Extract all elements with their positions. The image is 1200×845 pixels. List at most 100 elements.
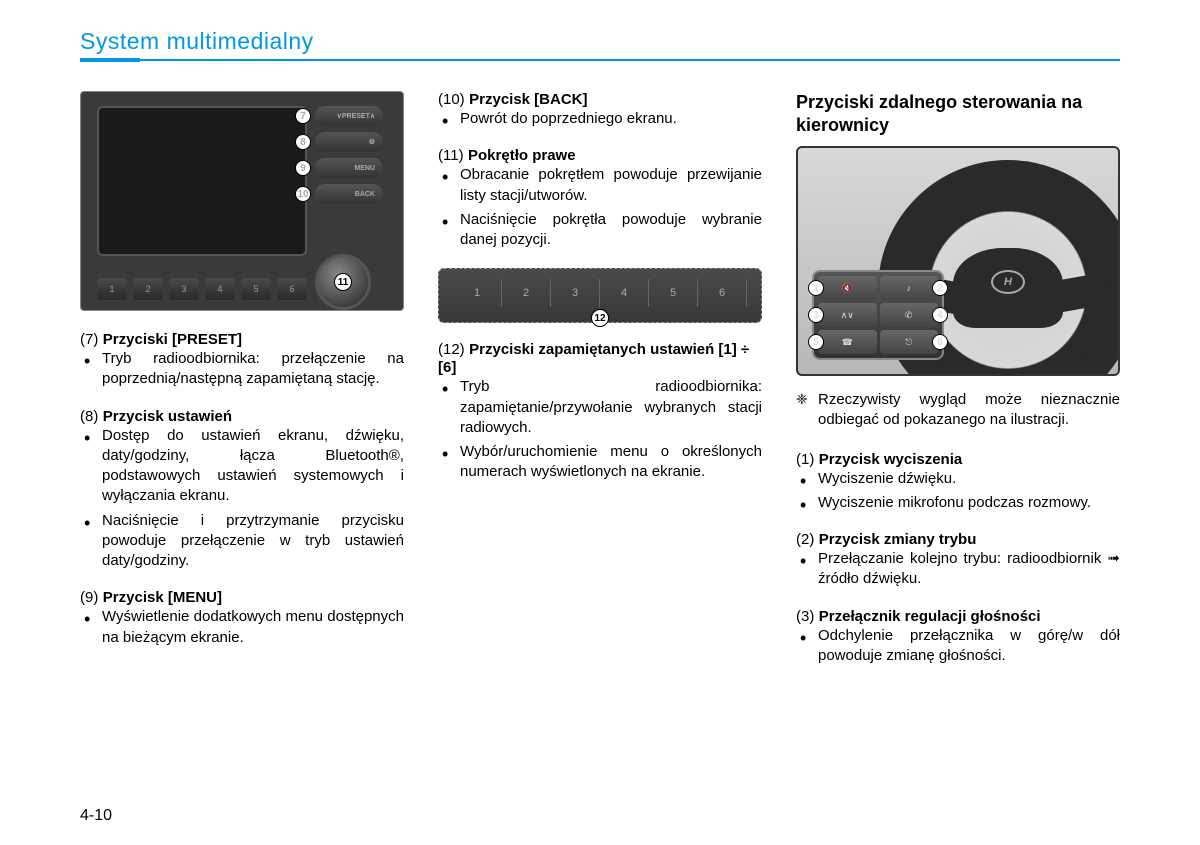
column-3: Przyciski zdalnego sterowania na kierown…: [796, 91, 1120, 676]
marker-11: 11: [334, 273, 352, 291]
mute-icon: 🔇: [842, 283, 853, 294]
section-11-title: Pokrętło prawe: [468, 147, 576, 164]
radio-screen: [97, 106, 307, 256]
list-item: Wyświetlenie dodatkowych menu dostępnych…: [102, 607, 404, 648]
num-btn-4: 4: [205, 278, 235, 300]
list-item: Odchylenie przełącznika w górę/w dół pow…: [818, 626, 1120, 667]
preset-slot: 2: [502, 279, 551, 307]
section-8-num: (8): [80, 408, 98, 425]
section-8-list: Dostęp do ustawień ekranu, dźwięku, daty…: [80, 426, 404, 572]
section-3-num: (3): [796, 608, 814, 625]
preset-bar-illustration: 1 2 3 4 5 6 12: [438, 268, 762, 323]
marker-3: 3: [808, 307, 824, 323]
section-9-head: (9) Przycisk [MENU]: [80, 589, 404, 607]
steering-heading: Przyciski zdalnego sterowania na kierown…: [796, 91, 1120, 136]
updown-icon: ∧∨: [841, 310, 854, 321]
section-10-list: Powrót do poprzedniego ekranu.: [438, 109, 762, 129]
marker-8: 8: [295, 134, 311, 150]
content-columns: 7∨PRESET∧ 8⚙ 9MENU 10BACK 1 2 3 4 5 6 11…: [80, 91, 1120, 676]
right-knob: 11: [315, 254, 371, 310]
back-button: 10BACK: [315, 184, 383, 204]
column-1: 7∨PRESET∧ 8⚙ 9MENU 10BACK 1 2 3 4 5 6 11…: [80, 91, 404, 676]
page-number: 4-10: [80, 807, 112, 825]
section-3-list: Odchylenie przełącznika w górę/w dół pow…: [796, 626, 1120, 667]
num-btn-1: 1: [97, 278, 127, 300]
list-item: Przełączanie kolejno trybu: radioodbiorn…: [818, 549, 1120, 590]
list-item: Tryb radioodbiornika: przełączenie na po…: [102, 349, 404, 390]
section-3-head: (3) Przełącznik regulacji głośności: [796, 608, 1120, 626]
section-12-head: (12) Przyciski zapamiętanych ustawień [1…: [438, 341, 762, 377]
section-7-head: (7) Przyciski [PRESET]: [80, 331, 404, 349]
preset-slot: 3: [551, 279, 600, 307]
section-9-num: (9): [80, 589, 98, 606]
num-btn-6: 6: [277, 278, 307, 300]
section-2-num: (2): [796, 531, 814, 548]
section-12-num: (12): [438, 341, 465, 358]
radio-side-buttons: 7∨PRESET∧ 8⚙ 9MENU 10BACK: [315, 106, 383, 204]
section-11-list: Obracanie pokrętłem powoduje przewijanie…: [438, 165, 762, 250]
list-item: Tryb radioodbiornika: zapamiętanie/przyw…: [460, 377, 762, 438]
mode-button: 2♪: [880, 276, 939, 300]
menu-button: 9MENU: [315, 158, 383, 178]
list-item: Naciśnięcie pokrętła powoduje wybranie d…: [460, 210, 762, 251]
section-10-title: Przycisk [BACK]: [469, 91, 587, 108]
section-9-title: Przycisk [MENU]: [103, 589, 222, 606]
marker-5: 5: [808, 334, 824, 350]
list-item: Powrót do poprzedniego ekranu.: [460, 109, 762, 129]
section-10-num: (10): [438, 91, 465, 108]
list-item: Naciśnięcie i przytrzymanie przycisku po…: [102, 511, 404, 572]
column-2: (10) Przycisk [BACK] Powrót do poprzedni…: [438, 91, 762, 676]
preset-label: ∨PRESET∧: [337, 112, 375, 120]
hyundai-logo-icon: H: [991, 270, 1025, 294]
gear-icon: ⚙: [369, 138, 375, 146]
section-2-list: Przełączanie kolejno trybu: radioodbiorn…: [796, 549, 1120, 590]
call-button: 4✆: [880, 303, 939, 327]
wheel-control-panel: 1🔇 2♪ 3∧∨ 4✆ 5☎ 6⎋: [812, 270, 944, 360]
section-11-num: (11): [438, 147, 464, 164]
marker-12: 12: [591, 309, 609, 327]
steering-wheel-illustration: H 1🔇 2♪ 3∧∨ 4✆ 5☎ 6⎋: [796, 146, 1120, 376]
phone-button: 5☎: [818, 330, 877, 354]
header-rule: [80, 59, 1120, 61]
list-item: Wyciszenie mikrofonu podczas rozmowy.: [818, 493, 1120, 513]
call-icon: ✆: [905, 310, 913, 321]
settings-button: 8⚙: [315, 132, 383, 152]
list-item: Wyciszenie dźwięku.: [818, 469, 1120, 489]
section-11-head: (11) Pokrętło prawe: [438, 147, 762, 165]
section-7-list: Tryb radioodbiornika: przełączenie na po…: [80, 349, 404, 390]
volume-switch: 3∧∨: [818, 303, 877, 327]
music-icon: ♪: [907, 283, 912, 293]
list-item: Wybór/uruchomienie menu o określonych nu…: [460, 442, 762, 483]
section-12-title: Przyciski zapamiętanych ustawień [1] ÷ […: [438, 341, 749, 376]
page-header-title: System multimedialny: [80, 28, 1120, 55]
num-btn-3: 3: [169, 278, 199, 300]
section-10-head: (10) Przycisk [BACK]: [438, 91, 762, 109]
list-item: Dostęp do ustawień ekranu, dźwięku, daty…: [102, 426, 404, 507]
section-1-list: Wyciszenie dźwięku. Wyciszenie mikrofonu…: [796, 469, 1120, 514]
section-8-head: (8) Przycisk ustawień: [80, 408, 404, 426]
preset-button: 7∨PRESET∧: [315, 106, 383, 126]
preset-slot: 4: [600, 279, 649, 307]
menu-label: MENU: [354, 165, 375, 172]
number-buttons: 1 2 3 4 5 6: [97, 278, 307, 300]
num-btn-5: 5: [241, 278, 271, 300]
marker-10: 10: [295, 186, 311, 202]
marker-6: 6: [932, 334, 948, 350]
back-label: BACK: [355, 191, 375, 198]
marker-4: 4: [932, 307, 948, 323]
num-btn-2: 2: [133, 278, 163, 300]
marker-9: 9: [295, 160, 311, 176]
section-9-list: Wyświetlenie dodatkowych menu dostępnych…: [80, 607, 404, 648]
end-icon: ⎋: [905, 337, 912, 348]
section-2-title: Przycisk zmiany trybu: [819, 531, 977, 548]
section-7-title: Przyciski [PRESET]: [103, 331, 242, 348]
section-1-title: Przycisk wyciszenia: [819, 451, 962, 468]
section-2-head: (2) Przycisk zmiany trybu: [796, 531, 1120, 549]
mute-button: 1🔇: [818, 276, 877, 300]
marker-1: 1: [808, 280, 824, 296]
list-item: Obracanie pokrętłem powoduje przewijanie…: [460, 165, 762, 206]
section-7-num: (7): [80, 331, 98, 348]
section-12-list: Tryb radioodbiornika: zapamiętanie/przyw…: [438, 377, 762, 482]
preset-slot: 5: [649, 279, 698, 307]
appearance-note: Rzeczywisty wygląd może nieznacznie odbi…: [796, 390, 1120, 431]
